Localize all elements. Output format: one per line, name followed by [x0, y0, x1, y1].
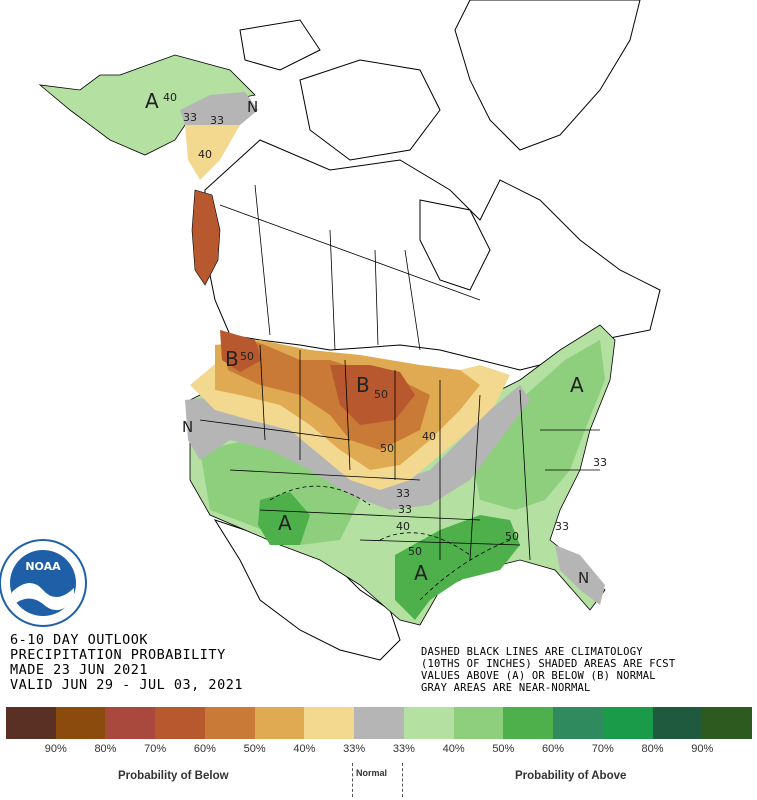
label-n-alaska: N — [247, 98, 258, 116]
legend-swatch — [453, 707, 504, 739]
legend-percent: 60% — [542, 743, 565, 755]
legend-swatch — [105, 707, 156, 739]
noaa-logo-text: NOAA — [25, 560, 61, 573]
note-line-2: (10THS OF INCHES) SHADED AREAS ARE FCST — [421, 658, 676, 670]
climatology-lines — [269, 485, 511, 601]
legend-percent: 80% — [641, 743, 664, 755]
hudson-bay — [419, 199, 491, 291]
label-nw-50: 50 — [240, 350, 254, 363]
legend-swatch — [354, 707, 404, 739]
legend-percent: 80% — [94, 743, 117, 755]
legend-percent: 50% — [243, 743, 266, 755]
legend-percent: 50% — [492, 743, 515, 755]
label-a-south: A — [414, 561, 428, 585]
legend-spacer — [727, 743, 752, 755]
label-central-40: 40 — [396, 520, 410, 533]
legend-below-label: Probability of Below — [118, 770, 229, 782]
legend-swatch — [602, 707, 653, 739]
legend-swatch — [55, 707, 106, 739]
label-se-50: 50 — [505, 530, 519, 543]
legend-percent: 40% — [442, 743, 465, 755]
legend-percents: 90% 80% 70% 60% 50% 40% 33% 33% 40% 50% 60% 70% 80% 9… — [6, 743, 752, 755]
alaska-normal-area — [180, 92, 258, 130]
label-n-florida: N — [578, 569, 589, 587]
label-a-northeast: A — [570, 373, 584, 397]
legend-swatch — [254, 707, 305, 739]
conus-normal-florida — [555, 545, 605, 605]
conus-above-mid-east — [470, 340, 605, 510]
label-n-southwest: N — [182, 418, 193, 436]
legend-swatches — [6, 707, 753, 739]
alaska-above-area — [38, 54, 256, 156]
normal-divider-right — [402, 763, 403, 797]
arctic-island-2 — [239, 19, 321, 71]
legend-percent: 90% — [691, 743, 714, 755]
label-b-plains: B — [356, 373, 370, 397]
legend-spacer — [6, 743, 31, 755]
normal-divider-left — [352, 763, 353, 797]
note-line-1: DASHED BLACK LINES ARE CLIMATOLOGY — [421, 646, 643, 658]
outlook-map: A 40 33 33 N 40 B 50 B 50 50 40 A N A 33… — [0, 0, 676, 694]
label-south-50: 50 — [408, 545, 422, 558]
alaska-panhandle-below — [191, 189, 221, 286]
label-plains-40: 40 — [422, 430, 436, 443]
canada-province-lines — [219, 184, 481, 351]
probability-legend: 90% 80% 70% 60% 50% 40% 33% 33% 40% 50% 60% 70% 80% 9… — [0, 705, 757, 800]
label-ak-40b: 40 — [198, 148, 212, 161]
legend-swatch — [204, 707, 255, 739]
outlook-made: MADE 23 JUN 2021 — [10, 662, 148, 678]
legend-swatch — [155, 707, 205, 739]
noaa-logo: NOAA — [0, 539, 87, 627]
alaska-below-area — [185, 125, 240, 180]
label-central-33: 33 — [396, 487, 410, 500]
arctic-islands-outline — [299, 59, 441, 161]
legend-swatch — [304, 707, 355, 739]
outlook-title-1: 6-10 DAY OUTLOOK — [10, 632, 148, 648]
legend-swatch — [652, 707, 703, 739]
label-central-33b: 33 — [398, 503, 412, 516]
label-se-33: 33 — [555, 520, 569, 533]
note-line-4: GRAY AREAS ARE NEAR-NORMAL — [421, 682, 591, 694]
legend-percent: 70% — [591, 743, 614, 755]
legend-percent: 60% — [193, 743, 216, 755]
label-se-33b: 33 — [593, 456, 607, 469]
legend-percent: 40% — [293, 743, 316, 755]
legend-percent: 33% — [392, 743, 415, 755]
legend-swatch — [553, 707, 603, 739]
state-lines — [199, 344, 600, 561]
label-plains-50b: 50 — [380, 442, 394, 455]
conus-above-dark-sw — [258, 492, 310, 545]
legend-swatch — [403, 707, 454, 739]
outlook-valid: VALID JUN 29 - JUL 03, 2021 — [10, 677, 243, 693]
outlook-title-2: PRECIPITATION PROBABILITY — [10, 647, 226, 663]
label-ak-40: 40 — [163, 91, 177, 104]
legend-percent: 90% — [44, 743, 67, 755]
label-a-alaska: A — [145, 89, 159, 113]
label-a-southwest: A — [278, 511, 292, 535]
conus-below-darkest — [330, 365, 415, 425]
legend-normal-label: Normal — [356, 768, 388, 778]
note-line-3: VALUES ABOVE (A) OR BELOW (B) NORMAL — [421, 670, 656, 682]
conus-below-nw — [220, 330, 262, 372]
label-b-northwest: B — [225, 347, 239, 371]
label-ak-33b: 33 — [210, 114, 224, 127]
legend-swatch — [503, 707, 554, 739]
legend-swatch — [702, 707, 753, 739]
legend-above-label: Probability of Above — [515, 770, 627, 782]
legend-swatch — [6, 707, 56, 739]
greenland-outline — [454, 0, 641, 151]
legend-percent: 70% — [144, 743, 167, 755]
label-ak-33a: 33 — [183, 111, 197, 124]
label-plains-50: 50 — [374, 388, 388, 401]
legend-percent: 33% — [343, 743, 366, 755]
